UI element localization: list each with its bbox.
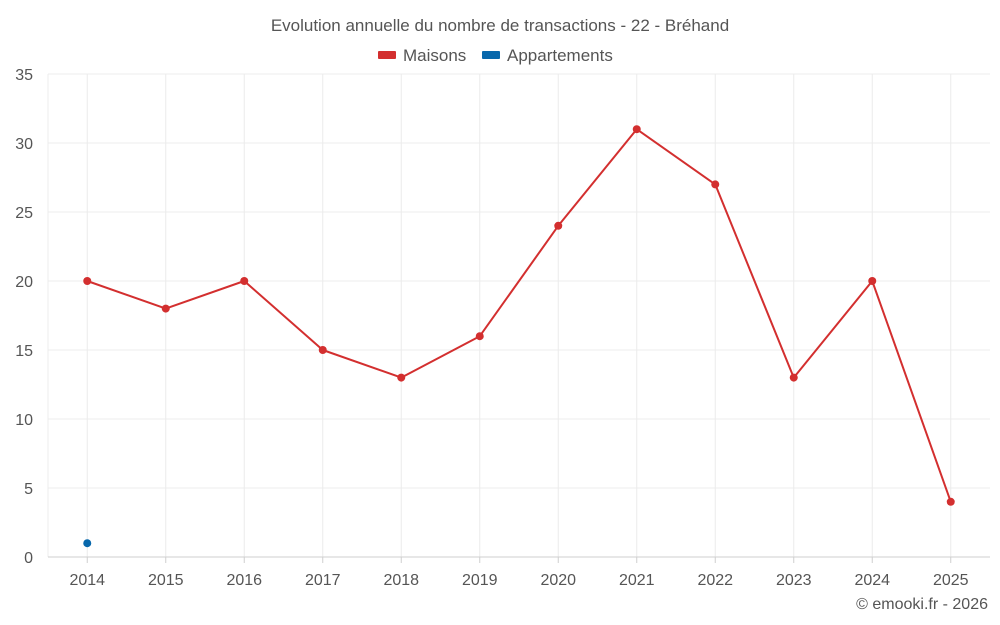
data-point-maisons-2015[interactable] bbox=[161, 304, 170, 313]
data-point-maisons-2019[interactable] bbox=[475, 332, 484, 341]
series-maisons bbox=[83, 125, 955, 506]
x-tick-label: 2024 bbox=[854, 572, 890, 589]
y-tick-label: 35 bbox=[15, 67, 33, 84]
series-appartements bbox=[83, 539, 92, 548]
series-line-maisons bbox=[86, 128, 952, 503]
data-point-appartements-2014[interactable] bbox=[83, 539, 92, 548]
y-tick-label: 25 bbox=[15, 205, 33, 222]
x-tick-label: 2014 bbox=[69, 572, 105, 589]
x-tick-label: 2019 bbox=[462, 572, 498, 589]
x-tick-label: 2016 bbox=[226, 572, 262, 589]
credit-text: © emooki.fr - 2026 bbox=[856, 596, 988, 613]
data-point-maisons-2020[interactable] bbox=[554, 221, 563, 230]
x-tick-label: 2018 bbox=[383, 572, 419, 589]
y-tick-label: 15 bbox=[15, 343, 33, 360]
series-layer bbox=[83, 125, 955, 548]
data-point-maisons-2018[interactable] bbox=[397, 373, 406, 382]
data-point-maisons-2017[interactable] bbox=[318, 346, 327, 354]
data-point-maisons-2016[interactable] bbox=[240, 277, 249, 285]
gridlines bbox=[47, 73, 990, 557]
x-tick-label: 2023 bbox=[776, 572, 812, 589]
y-axis: 0 5 10 15 20 25 30 35 bbox=[15, 67, 33, 567]
y-tick-label: 0 bbox=[24, 550, 33, 567]
x-tick-label: 2015 bbox=[148, 572, 184, 589]
data-point-maisons-2014[interactable] bbox=[83, 277, 92, 285]
chart-title: Evolution annuelle du nombre de transact… bbox=[271, 16, 729, 35]
x-tick-label: 2020 bbox=[540, 572, 576, 589]
legend[interactable]: Maisons Appartements bbox=[378, 46, 613, 65]
y-tick-label: 10 bbox=[15, 412, 33, 429]
legend-item-appartements[interactable]: Appartements bbox=[482, 46, 613, 65]
x-tick-label: 2025 bbox=[933, 572, 969, 589]
legend-label-maisons: Maisons bbox=[403, 46, 466, 65]
data-point-maisons-2024[interactable] bbox=[868, 277, 877, 285]
legend-item-maisons[interactable]: Maisons bbox=[378, 46, 466, 65]
x-axis: 2014 2015 2016 2017 2018 2019 2020 2021 2022 2023… bbox=[48, 556, 990, 589]
legend-swatch-maisons bbox=[378, 51, 396, 59]
x-tick-label: 2022 bbox=[697, 572, 733, 589]
y-tick-label: 30 bbox=[15, 136, 33, 153]
data-point-maisons-2025[interactable] bbox=[946, 497, 955, 506]
x-tick-label: 2017 bbox=[305, 572, 341, 589]
y-tick-label: 5 bbox=[24, 481, 33, 498]
data-point-maisons-2021[interactable] bbox=[632, 125, 641, 134]
y-tick-label: 20 bbox=[15, 274, 33, 291]
data-point-maisons-2023[interactable] bbox=[789, 373, 798, 382]
legend-swatch-appartements bbox=[482, 51, 500, 59]
legend-label-appartements: Appartements bbox=[507, 46, 613, 65]
data-point-maisons-2022[interactable] bbox=[711, 180, 720, 189]
x-tick-label: 2021 bbox=[619, 572, 655, 589]
